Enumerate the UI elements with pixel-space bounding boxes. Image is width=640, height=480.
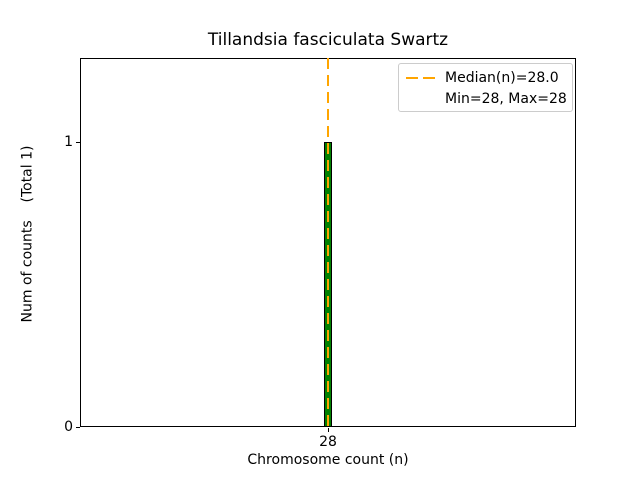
x-tick-mark: [327, 428, 329, 432]
median-dashed-line-swatch: [406, 76, 435, 79]
legend-label-minmax: Min=28, Max=28: [445, 90, 567, 107]
y-tick-mark: [76, 426, 80, 428]
x-axis-label: Chromosome count (n): [247, 452, 409, 468]
legend-entry-minmax: Min=28, Max=28: [406, 88, 572, 109]
histogram-bar: [323, 142, 333, 427]
dash-segment: [406, 76, 418, 79]
dash-segment: [423, 76, 435, 79]
y-tick-label: 1: [64, 134, 73, 151]
x-tick-label: 28: [319, 434, 337, 450]
y-tick-label: 0: [64, 419, 73, 435]
legend-entry-median: Median(n)=28.0: [406, 67, 572, 88]
legend-label-median: Median(n)=28.0: [445, 69, 559, 86]
y-axis-label: Num of counts (Total 1): [19, 145, 36, 323]
chart-title: Tillandsia fasciculata Swartz: [207, 30, 449, 50]
y-tick-mark: [76, 141, 80, 143]
legend: Median(n)=28.0 Min=28, Max=28: [398, 63, 573, 112]
